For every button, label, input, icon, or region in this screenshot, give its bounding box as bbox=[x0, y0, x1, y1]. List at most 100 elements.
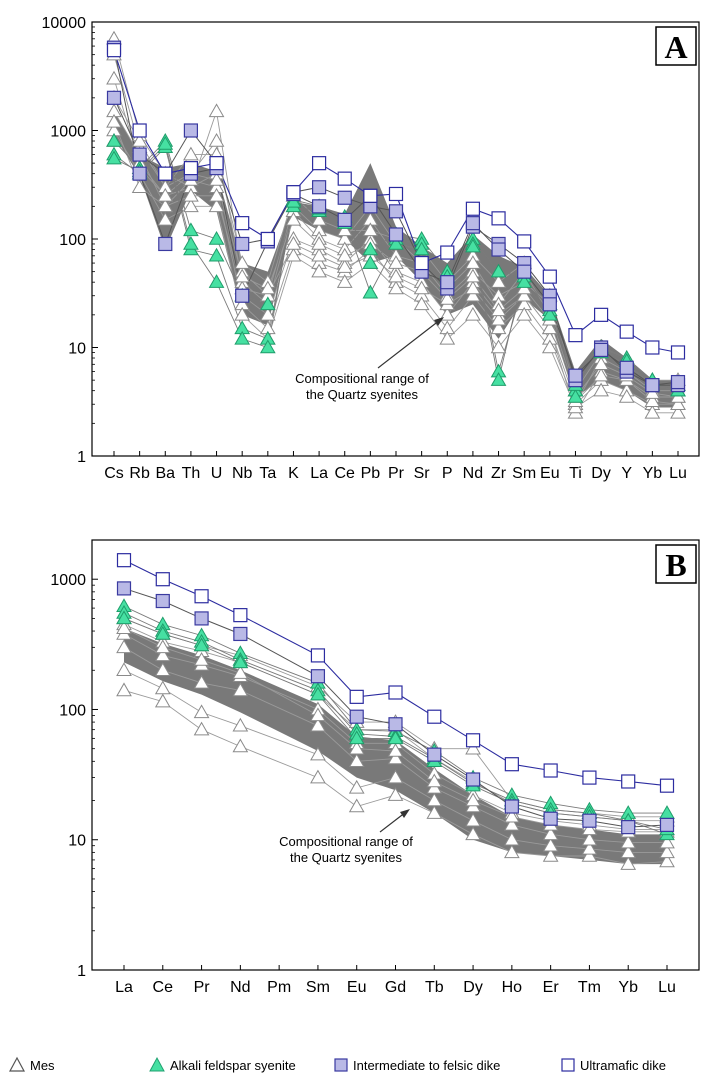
alkali-point bbox=[490, 263, 507, 278]
x-tick-label-ti: Ti bbox=[569, 465, 582, 482]
mes-point bbox=[465, 280, 481, 295]
ultramafic-point bbox=[183, 161, 199, 176]
ultramafic-point bbox=[116, 553, 132, 568]
x-tick-label-er: Er bbox=[543, 979, 560, 996]
panel-b-annotation: Compositional range of the Quartz syenit… bbox=[279, 809, 413, 865]
y-tick-label: 10 bbox=[68, 341, 86, 358]
mes-point bbox=[439, 306, 456, 321]
alkali-point bbox=[154, 625, 171, 640]
ultramafic-point bbox=[659, 778, 675, 793]
alkali-point bbox=[387, 730, 404, 745]
alkali-point bbox=[388, 235, 404, 250]
mes-point bbox=[581, 821, 598, 836]
alkali-point bbox=[106, 150, 122, 165]
legend-intermediate-icon bbox=[334, 1058, 348, 1072]
mes-point bbox=[426, 805, 443, 819]
x-tick-label-ta: Ta bbox=[259, 465, 276, 482]
mes-point bbox=[310, 707, 326, 722]
alkali-point bbox=[362, 241, 379, 256]
mes-point bbox=[387, 742, 404, 757]
ultramafic-point bbox=[311, 156, 327, 171]
x-tick-label-pr: Pr bbox=[194, 979, 211, 996]
alkali-series-line bbox=[123, 605, 667, 814]
intermediate-point bbox=[106, 90, 122, 105]
mes-point bbox=[336, 259, 353, 273]
y-tick-label: 100 bbox=[59, 702, 86, 719]
x-tick-label-rb: Rb bbox=[129, 465, 150, 482]
panel-b-annotation-arrowhead bbox=[400, 809, 410, 818]
alkali-point bbox=[157, 136, 174, 150]
mes-point bbox=[542, 848, 559, 862]
mes-point bbox=[116, 620, 132, 635]
panel-a-label: A bbox=[664, 29, 687, 65]
alkali-point bbox=[183, 222, 199, 237]
alkali-point bbox=[310, 686, 326, 701]
y-tick-label: 1000 bbox=[50, 124, 86, 141]
ultramafic-point bbox=[132, 123, 147, 138]
ultramafic-point bbox=[414, 255, 429, 271]
mes-point bbox=[310, 746, 326, 761]
ultramafic-point bbox=[670, 345, 686, 360]
mes-point bbox=[348, 753, 365, 768]
ultramafic-point bbox=[349, 689, 364, 704]
alkali-point bbox=[362, 255, 379, 269]
mes-point bbox=[413, 296, 430, 311]
panel-b-annotation-line1: Compositional range of bbox=[279, 834, 413, 849]
mes-point bbox=[208, 103, 225, 118]
alkali-point bbox=[234, 330, 251, 345]
intermediate-point bbox=[158, 236, 173, 252]
mes-point bbox=[154, 662, 171, 677]
panel-b-annotation-line2: the Quartz syenites bbox=[290, 850, 402, 865]
ultramafic-point bbox=[542, 269, 557, 284]
intermediate-point bbox=[349, 709, 364, 724]
x-tick-label-la: La bbox=[310, 465, 328, 482]
intermediate-point bbox=[233, 626, 248, 642]
mes-point bbox=[490, 339, 507, 354]
mes-point bbox=[516, 287, 533, 302]
intermediate-point bbox=[310, 669, 326, 684]
ultramafic-point bbox=[504, 757, 519, 772]
x-tick-label-nb: Nb bbox=[232, 465, 253, 482]
alkali-point bbox=[567, 388, 584, 403]
panel-b-label: B bbox=[665, 547, 686, 583]
mes-point bbox=[387, 750, 404, 765]
mes-point bbox=[465, 740, 481, 755]
mes-point bbox=[310, 769, 326, 784]
panel-a-markers bbox=[106, 30, 686, 419]
y-tick-label: 100 bbox=[59, 232, 86, 249]
intermediate-point bbox=[582, 813, 597, 828]
intermediate-point bbox=[465, 772, 481, 787]
legend-mes-icon bbox=[8, 1056, 26, 1072]
intermediate-point bbox=[155, 593, 170, 609]
x-tick-label-sm: Sm bbox=[306, 979, 330, 996]
alkali-point bbox=[183, 235, 199, 250]
alkali-point bbox=[465, 238, 481, 253]
intermediate-point bbox=[132, 147, 147, 162]
mes-point bbox=[388, 268, 404, 283]
mes-point bbox=[183, 146, 199, 161]
mes-point bbox=[193, 704, 210, 719]
x-tick-label-u: U bbox=[211, 465, 223, 482]
x-tick-label-cs: Cs bbox=[104, 465, 124, 482]
mes-point bbox=[154, 693, 171, 708]
intermediate-point bbox=[235, 236, 250, 252]
mes-series-line bbox=[123, 689, 668, 865]
mes-point bbox=[131, 179, 148, 193]
mes-point bbox=[542, 826, 559, 841]
y-tick-label: 1000 bbox=[50, 572, 86, 589]
x-tick-label-nd: Nd bbox=[230, 979, 250, 996]
mes-point bbox=[426, 792, 443, 807]
legend-alkali-icon bbox=[149, 1056, 165, 1072]
ultramafic-point bbox=[427, 709, 442, 724]
panel-a-y-axis: 1 10 100 1000 10000 bbox=[42, 15, 98, 466]
mes-point bbox=[542, 837, 559, 852]
alkali-point bbox=[232, 654, 249, 669]
mes-point bbox=[465, 792, 481, 807]
alkali-point bbox=[208, 247, 225, 262]
intermediate-point bbox=[132, 166, 147, 181]
intermediate-point bbox=[491, 242, 506, 257]
mes-point bbox=[465, 287, 481, 302]
x-tick-label-eu: Eu bbox=[347, 979, 367, 996]
mes-point bbox=[362, 222, 379, 237]
